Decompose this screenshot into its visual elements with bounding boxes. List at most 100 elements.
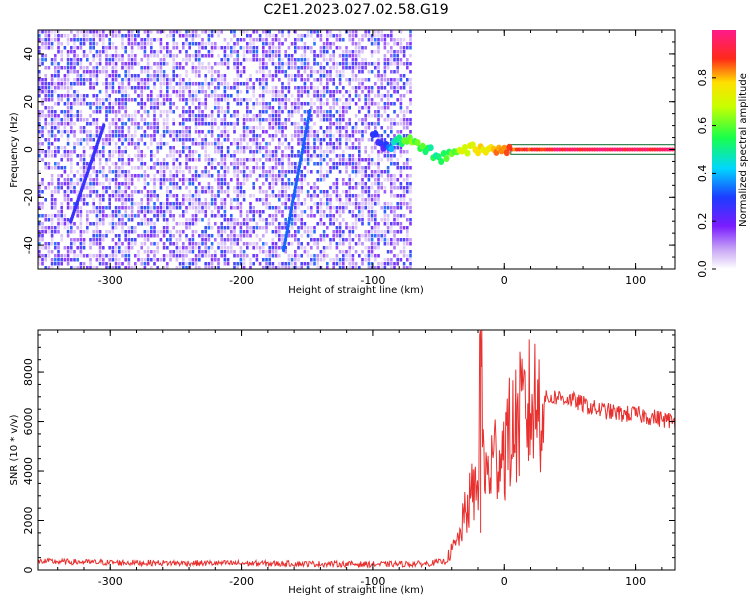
spectrogram-cell xyxy=(258,114,262,118)
spectrogram-cell xyxy=(185,158,188,162)
spectrogram-cell xyxy=(172,54,175,58)
spectrogram-cell xyxy=(380,34,383,38)
spectrogram-cell xyxy=(220,234,223,238)
spectrogram-cell xyxy=(191,218,195,222)
spectrogram-cell xyxy=(297,206,300,210)
spectrogram-cell xyxy=(239,194,243,198)
spectrogram-cell xyxy=(92,242,95,246)
spectrogram-cell xyxy=(127,98,131,102)
spectrogram-cell xyxy=(377,162,380,166)
spectrogram-cell xyxy=(121,214,124,218)
spectrogram-cell xyxy=(76,58,79,62)
spectrogram-cell xyxy=(399,174,403,178)
spectrogram-cell xyxy=(332,42,335,46)
spectrogram-cell xyxy=(406,66,409,70)
spectrogram-cell xyxy=(409,254,412,258)
spectrogram-cell xyxy=(377,70,380,74)
spectrogram-cell xyxy=(194,126,198,130)
spectrogram-cell xyxy=(377,158,380,162)
spectrogram-cell xyxy=(57,246,60,250)
spectrogram-cell xyxy=(322,234,326,238)
spectrogram-cell xyxy=(345,254,348,258)
spectrogram-cell xyxy=(223,74,227,78)
spectrogram-cell xyxy=(274,122,278,126)
spectrogram-cell xyxy=(137,150,140,154)
spectrogram-cell xyxy=(342,210,345,214)
spectrogram-cell xyxy=(361,62,364,66)
spectrogram-cell xyxy=(89,78,92,82)
spectrogram-cell xyxy=(102,142,105,146)
spectrogram-cell xyxy=(121,170,124,174)
spectrogram-cell xyxy=(348,178,351,182)
spectrogram-cell xyxy=(367,122,371,126)
spectrogram-cell xyxy=(223,182,227,186)
spectrogram-cell xyxy=(220,190,223,194)
spectrogram-cell xyxy=(345,194,348,198)
spectrogram-cell xyxy=(284,222,287,226)
spectrogram-cell xyxy=(255,78,259,82)
spectrogram-cell xyxy=(342,70,345,74)
spectrogram-cell xyxy=(265,262,268,266)
spectrogram-cell xyxy=(383,74,387,78)
spectrogram-cell xyxy=(73,190,76,194)
spectrogram-cell xyxy=(207,30,211,34)
spectrogram-cell xyxy=(406,150,409,154)
spectrogram-cell xyxy=(396,146,399,150)
spectrogram-cell xyxy=(182,94,185,98)
spectrogram-cell xyxy=(118,90,121,94)
spectrogram-cell xyxy=(95,234,99,238)
spectrogram-cell xyxy=(207,162,211,166)
spectrogram-cell xyxy=(95,238,99,242)
spectrogram-cell xyxy=(255,102,259,106)
spectrogram-cell xyxy=(354,226,358,230)
spectrogram-cell xyxy=(364,34,367,38)
spectrogram-cell xyxy=(172,162,175,166)
spectrogram-cell xyxy=(281,194,284,198)
spectrogram-cell xyxy=(249,242,252,246)
spectrogram-cell xyxy=(226,54,230,58)
spectrogram-cell xyxy=(393,122,396,126)
spectrogram-cell xyxy=(386,82,390,86)
spectrogram-cell xyxy=(63,166,67,170)
spectrogram-cell xyxy=(310,254,313,258)
spectrogram-cell xyxy=(121,174,124,178)
spectrogram-cell xyxy=(271,166,275,170)
spectrogram-cell xyxy=(153,222,156,226)
spectrogram-cell xyxy=(335,242,339,246)
spectrogram-cell xyxy=(370,50,374,54)
spectrogram-cell xyxy=(271,134,275,138)
spectrogram-cell xyxy=(246,246,249,250)
spectrogram-cell xyxy=(185,130,188,134)
spectrogram-cell xyxy=(47,230,51,234)
spectrogram-cell xyxy=(303,34,307,38)
spectrogram-cell xyxy=(351,50,355,54)
spectrogram-cell xyxy=(86,70,89,74)
spectrogram-cell xyxy=(118,174,121,178)
spectrogram-cell xyxy=(306,126,310,130)
spectrogram-cell xyxy=(345,126,348,130)
spectrogram-cell xyxy=(310,118,313,122)
spectrogram-cell xyxy=(214,166,217,170)
spectrogram-cell xyxy=(217,186,220,190)
spectrogram-cell xyxy=(63,170,67,174)
spectrogram-cell xyxy=(146,126,150,130)
spectrogram-cell xyxy=(386,230,390,234)
spectrogram-cell xyxy=(38,46,41,50)
spectrogram-cell xyxy=(156,126,159,130)
spectrogram-cell xyxy=(220,78,223,82)
spectrogram-cell xyxy=(278,50,281,54)
spectrogram-cell xyxy=(278,210,281,214)
spectrogram-cell xyxy=(233,66,236,70)
spectrogram-cell xyxy=(153,62,156,66)
spectrogram-cell xyxy=(159,166,163,170)
spectrogram-cell xyxy=(393,178,396,182)
spectrogram-cell xyxy=(127,262,131,266)
spectrogram-cell xyxy=(207,262,211,266)
spectrogram-cell xyxy=(262,90,265,94)
spectrogram-cell xyxy=(57,166,60,170)
spectrogram-cell xyxy=(98,222,102,226)
spectrogram-cell xyxy=(396,38,399,42)
spectrogram-cell xyxy=(134,78,137,82)
spectrogram-cell xyxy=(146,258,150,262)
spectrogram-cell xyxy=(217,74,220,78)
